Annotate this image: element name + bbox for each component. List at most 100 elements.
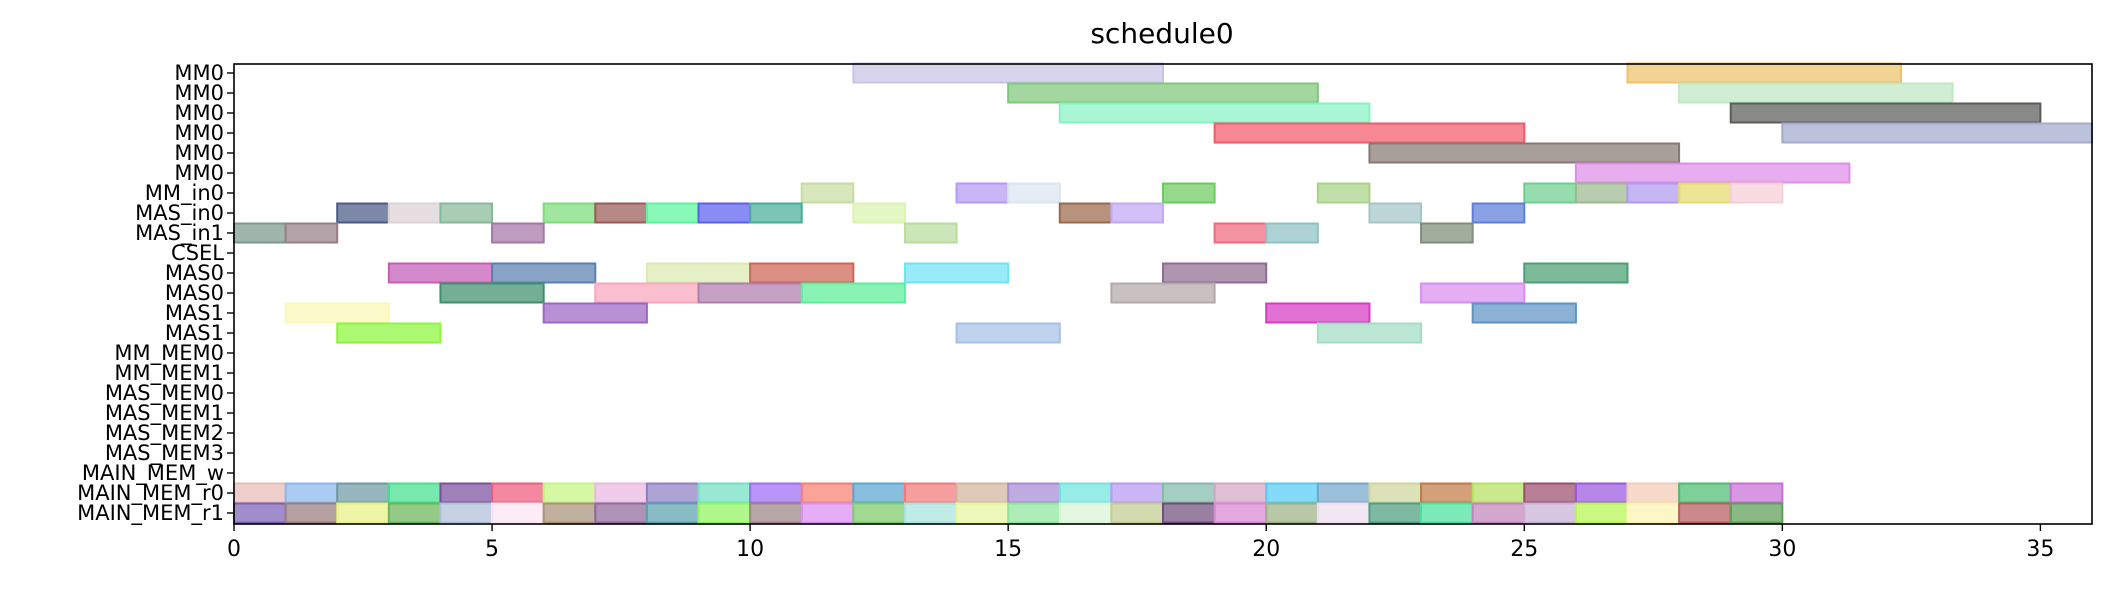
task-bar-49	[699, 284, 802, 303]
task-bar-17	[1628, 184, 1680, 203]
task-bar-80	[1266, 484, 1318, 503]
task-bar-84	[1473, 484, 1525, 503]
task-bar-21	[389, 204, 441, 223]
task-bar-2	[1008, 84, 1318, 103]
x-tick-label: 0	[227, 537, 241, 562]
task-bar-108	[1163, 504, 1215, 523]
task-bar-58	[957, 324, 1060, 343]
task-bar-28	[853, 204, 905, 223]
task-bar-14	[1318, 184, 1370, 203]
task-bar-69	[699, 484, 751, 503]
task-bar-90	[234, 504, 286, 523]
task-bar-16	[1576, 184, 1628, 203]
task-bar-38	[1266, 224, 1318, 243]
x-tick-label: 20	[1252, 537, 1280, 562]
task-bar-4	[1060, 104, 1370, 123]
task-bar-78	[1163, 484, 1215, 503]
task-bar-65	[492, 484, 544, 503]
task-bar-85	[1524, 484, 1576, 503]
task-bar-47	[440, 284, 543, 303]
task-bar-23	[544, 204, 596, 223]
task-bar-68	[647, 484, 699, 503]
task-bar-83	[1421, 484, 1473, 503]
task-bar-119	[1731, 504, 1783, 523]
task-bar-105	[1008, 504, 1060, 523]
task-bar-70	[750, 484, 802, 503]
task-bar-97	[595, 504, 647, 523]
task-bar-45	[1163, 264, 1266, 283]
task-bar-118	[1679, 504, 1731, 523]
task-bar-43	[750, 264, 853, 283]
task-bar-103	[905, 504, 957, 523]
task-bar-0	[853, 64, 1163, 83]
task-bar-30	[1111, 204, 1163, 223]
task-bar-101	[802, 504, 854, 523]
task-bar-98	[647, 504, 699, 523]
task-bar-42	[647, 264, 750, 283]
task-bar-92	[337, 504, 389, 523]
task-bar-110	[1266, 504, 1318, 523]
task-bar-107	[1111, 504, 1163, 523]
task-bar-64	[440, 484, 492, 503]
task-bar-104	[957, 504, 1009, 523]
task-bar-73	[905, 484, 957, 503]
chart-title: schedule0	[1090, 17, 1233, 50]
task-bar-53	[286, 304, 389, 323]
task-bar-102	[853, 504, 905, 523]
x-tick-label: 25	[1510, 537, 1538, 562]
task-bar-100	[750, 504, 802, 523]
task-bar-77	[1111, 484, 1163, 503]
task-bar-116	[1576, 504, 1628, 523]
task-bar-8	[1369, 144, 1679, 163]
task-bar-34	[286, 224, 338, 243]
task-bar-115	[1524, 504, 1576, 523]
task-bar-29	[1060, 204, 1112, 223]
task-bar-56	[1473, 304, 1576, 323]
task-bar-87	[1628, 484, 1680, 503]
task-bar-19	[1731, 184, 1783, 203]
task-bar-40	[389, 264, 492, 283]
task-bar-75	[1008, 484, 1060, 503]
task-bar-91	[286, 504, 338, 523]
task-bar-114	[1473, 504, 1525, 523]
task-bar-33	[234, 224, 286, 243]
task-bar-94	[440, 504, 492, 523]
task-bar-41	[492, 264, 595, 283]
task-bar-66	[544, 484, 596, 503]
task-bar-7	[1782, 124, 2092, 143]
task-bar-46	[1524, 264, 1627, 283]
task-bar-109	[1215, 504, 1267, 523]
task-bar-31	[1369, 204, 1421, 223]
task-bar-5	[1731, 104, 2041, 123]
task-bar-112	[1369, 504, 1421, 523]
task-bar-72	[853, 484, 905, 503]
task-bar-74	[957, 484, 1009, 503]
task-bar-95	[492, 504, 544, 523]
task-bar-113	[1421, 504, 1473, 523]
task-bar-6	[1215, 124, 1525, 143]
task-bar-57	[337, 324, 440, 343]
x-tick-label: 15	[994, 537, 1022, 562]
task-bar-26	[699, 204, 751, 223]
task-bar-3	[1679, 84, 1953, 103]
task-bar-39	[1421, 224, 1473, 243]
task-bar-13	[1163, 184, 1215, 203]
task-bar-22	[440, 204, 492, 223]
task-bar-117	[1628, 504, 1680, 523]
task-bar-36	[905, 224, 957, 243]
task-bar-52	[1421, 284, 1524, 303]
task-bar-24	[595, 204, 647, 223]
task-bar-11	[957, 184, 1009, 203]
task-bar-27	[750, 204, 802, 223]
task-bar-71	[802, 484, 854, 503]
task-bar-25	[647, 204, 699, 223]
task-bar-37	[1215, 224, 1267, 243]
task-bar-32	[1473, 204, 1525, 223]
task-bar-61	[286, 484, 338, 503]
x-tick-label: 35	[2026, 537, 2054, 562]
task-bar-62	[337, 484, 389, 503]
task-bar-79	[1215, 484, 1267, 503]
x-tick-label: 5	[485, 537, 499, 562]
task-bar-44	[905, 264, 1008, 283]
